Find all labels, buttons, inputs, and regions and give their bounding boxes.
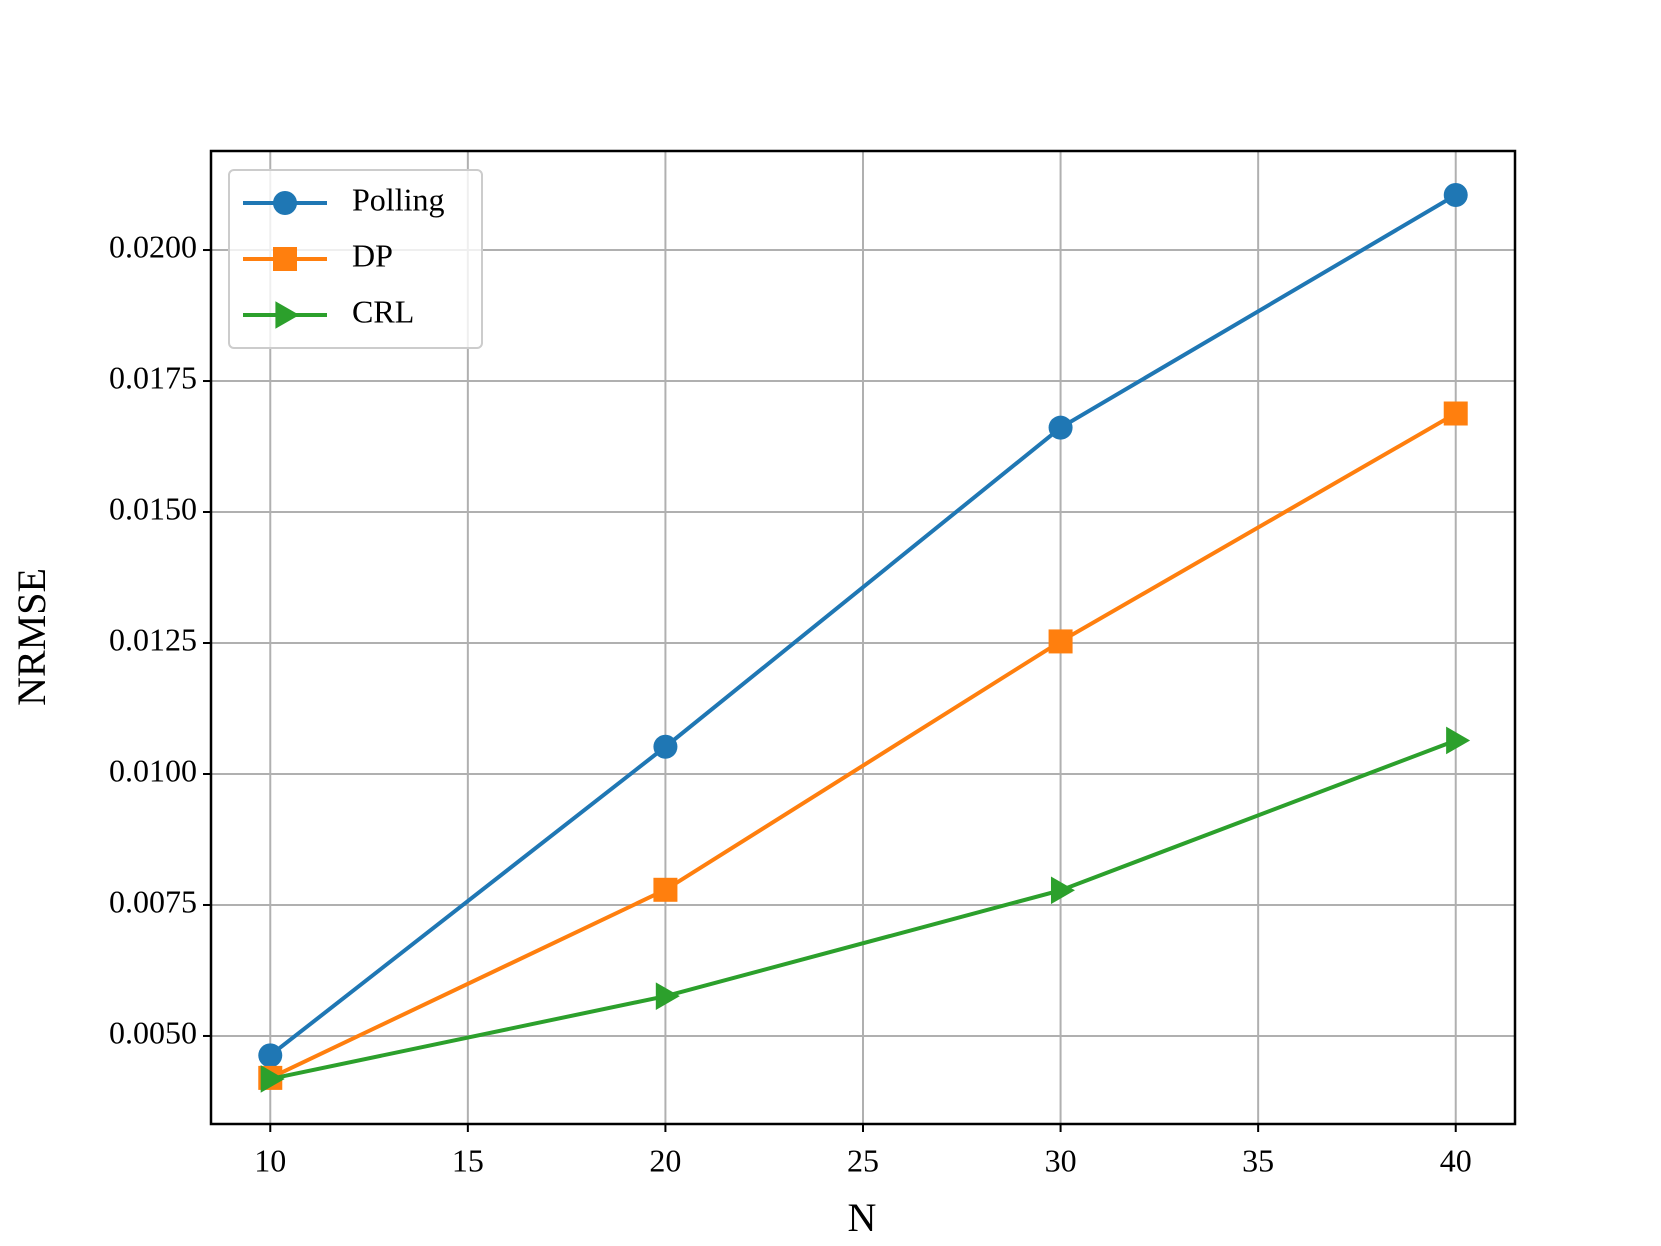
x-tick-label: 35 (1242, 1142, 1274, 1178)
data-point (655, 982, 680, 1010)
series-line (269, 411, 1457, 1080)
y-tick-label: 0.0125 (109, 621, 197, 657)
series-line (269, 738, 1457, 1081)
x-tick-label: 10 (254, 1142, 286, 1178)
legend-label: Polling (352, 181, 444, 217)
legend-box (228, 169, 483, 349)
legend-marker (273, 247, 297, 271)
y-tick-label: 0.0200 (109, 228, 197, 264)
y-tick-label: 0.0150 (109, 490, 197, 526)
data-point (1443, 183, 1468, 208)
data-point (1443, 401, 1468, 426)
x-tick-label: 20 (649, 1142, 681, 1178)
legend-label: CRL (352, 293, 414, 329)
x-tick-label: 30 (1045, 1142, 1077, 1178)
y-tick-label: 0.0175 (109, 359, 197, 395)
x-tick-label: 15 (452, 1142, 484, 1178)
y-tick-label: 0.0100 (109, 752, 197, 788)
y-axis-label: NRMSE (9, 568, 54, 706)
data-point (258, 1043, 283, 1068)
data-point (653, 734, 678, 759)
data-point (1446, 726, 1471, 755)
legend-marker (273, 191, 297, 215)
x-tick-label: 25 (847, 1142, 879, 1178)
x-axis-label: N (848, 1195, 877, 1240)
legend-marker (275, 301, 300, 329)
data-point (260, 1065, 285, 1093)
data-point (653, 877, 678, 902)
data-point (1048, 629, 1073, 654)
data-point (1050, 876, 1075, 905)
legend-label: DP (352, 237, 393, 273)
series-line (269, 193, 1457, 1057)
y-tick-label: 0.0050 (109, 1014, 197, 1050)
y-tick-label: 0.0075 (109, 883, 197, 919)
x-tick-label: 40 (1440, 1142, 1472, 1178)
plot-frame (209, 149, 1517, 1126)
data-point (1048, 415, 1073, 440)
